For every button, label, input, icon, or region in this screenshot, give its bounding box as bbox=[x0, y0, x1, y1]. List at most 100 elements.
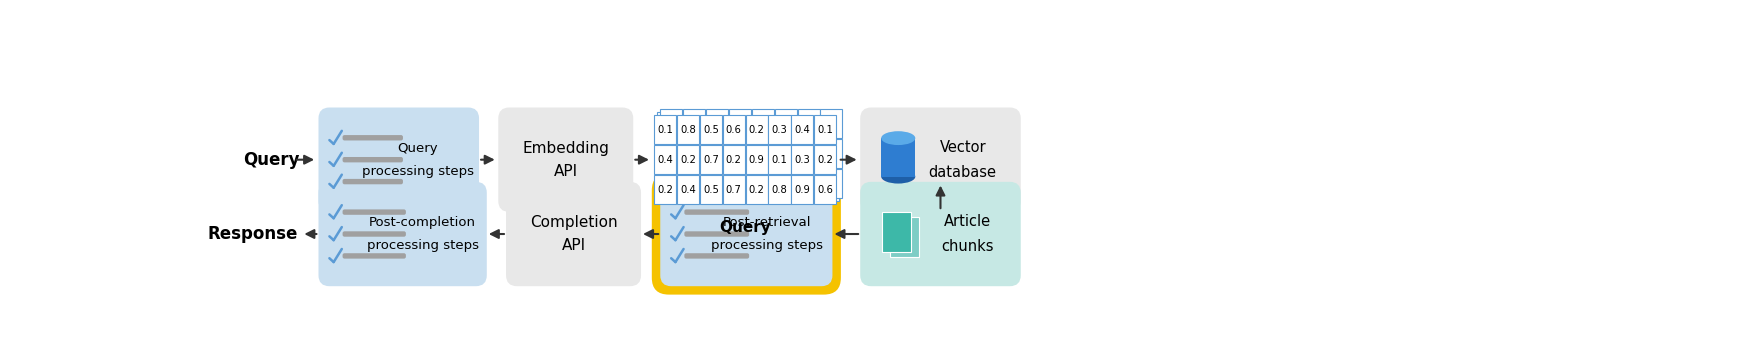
FancyBboxPatch shape bbox=[699, 115, 722, 144]
Text: 0.5: 0.5 bbox=[703, 125, 718, 135]
FancyBboxPatch shape bbox=[752, 169, 773, 198]
FancyBboxPatch shape bbox=[319, 183, 486, 285]
FancyBboxPatch shape bbox=[729, 109, 750, 138]
Text: 0.8: 0.8 bbox=[680, 125, 696, 135]
Text: Article: Article bbox=[944, 214, 991, 229]
FancyBboxPatch shape bbox=[798, 169, 819, 198]
FancyBboxPatch shape bbox=[817, 142, 840, 171]
FancyBboxPatch shape bbox=[798, 109, 819, 138]
Text: processing steps: processing steps bbox=[711, 239, 822, 252]
FancyBboxPatch shape bbox=[706, 169, 727, 198]
Text: Embedding: Embedding bbox=[523, 141, 609, 155]
FancyBboxPatch shape bbox=[660, 183, 831, 285]
Text: Post-retrieval: Post-retrieval bbox=[722, 216, 812, 229]
FancyBboxPatch shape bbox=[791, 175, 814, 204]
FancyBboxPatch shape bbox=[703, 142, 726, 171]
Text: 0.4: 0.4 bbox=[794, 125, 810, 135]
FancyBboxPatch shape bbox=[722, 175, 745, 204]
FancyBboxPatch shape bbox=[821, 109, 842, 138]
FancyBboxPatch shape bbox=[768, 175, 791, 204]
Text: Completion: Completion bbox=[530, 215, 618, 230]
Text: 0.4: 0.4 bbox=[657, 155, 673, 165]
FancyBboxPatch shape bbox=[814, 175, 836, 204]
FancyBboxPatch shape bbox=[652, 173, 842, 294]
Text: Query: Query bbox=[718, 220, 771, 236]
FancyBboxPatch shape bbox=[745, 145, 768, 174]
FancyBboxPatch shape bbox=[653, 175, 676, 204]
FancyBboxPatch shape bbox=[775, 139, 796, 168]
FancyBboxPatch shape bbox=[729, 169, 750, 198]
FancyBboxPatch shape bbox=[861, 183, 1020, 285]
Text: database: database bbox=[928, 165, 997, 179]
Text: 0.9: 0.9 bbox=[794, 185, 810, 195]
FancyBboxPatch shape bbox=[343, 157, 403, 163]
FancyBboxPatch shape bbox=[703, 112, 726, 141]
Text: 0.4: 0.4 bbox=[680, 185, 696, 195]
FancyBboxPatch shape bbox=[683, 109, 704, 138]
FancyBboxPatch shape bbox=[775, 109, 796, 138]
FancyBboxPatch shape bbox=[814, 115, 836, 144]
FancyBboxPatch shape bbox=[814, 145, 836, 174]
FancyBboxPatch shape bbox=[775, 169, 796, 198]
FancyBboxPatch shape bbox=[319, 108, 479, 211]
FancyBboxPatch shape bbox=[726, 112, 748, 141]
FancyBboxPatch shape bbox=[882, 212, 912, 252]
FancyBboxPatch shape bbox=[752, 139, 773, 168]
FancyBboxPatch shape bbox=[660, 109, 683, 138]
FancyBboxPatch shape bbox=[768, 145, 791, 174]
FancyBboxPatch shape bbox=[683, 169, 704, 198]
FancyBboxPatch shape bbox=[768, 115, 791, 144]
FancyBboxPatch shape bbox=[880, 138, 916, 177]
FancyBboxPatch shape bbox=[343, 253, 405, 259]
FancyBboxPatch shape bbox=[676, 115, 699, 144]
FancyBboxPatch shape bbox=[794, 142, 817, 171]
FancyBboxPatch shape bbox=[726, 172, 748, 201]
FancyBboxPatch shape bbox=[498, 108, 632, 211]
FancyBboxPatch shape bbox=[794, 172, 817, 201]
FancyBboxPatch shape bbox=[660, 169, 683, 198]
Text: 0.7: 0.7 bbox=[703, 155, 718, 165]
Text: 0.6: 0.6 bbox=[817, 185, 833, 195]
FancyBboxPatch shape bbox=[685, 231, 748, 237]
FancyBboxPatch shape bbox=[699, 175, 722, 204]
FancyBboxPatch shape bbox=[722, 115, 745, 144]
FancyBboxPatch shape bbox=[676, 175, 699, 204]
FancyBboxPatch shape bbox=[680, 112, 703, 141]
FancyBboxPatch shape bbox=[791, 145, 814, 174]
FancyBboxPatch shape bbox=[699, 145, 722, 174]
FancyBboxPatch shape bbox=[343, 135, 403, 140]
Text: 0.2: 0.2 bbox=[748, 125, 764, 135]
Text: 0.1: 0.1 bbox=[657, 125, 673, 135]
Text: Post-completion: Post-completion bbox=[370, 216, 475, 229]
FancyBboxPatch shape bbox=[889, 217, 919, 257]
FancyBboxPatch shape bbox=[821, 169, 842, 198]
FancyBboxPatch shape bbox=[817, 112, 840, 141]
FancyBboxPatch shape bbox=[685, 210, 748, 215]
FancyBboxPatch shape bbox=[657, 112, 680, 141]
FancyBboxPatch shape bbox=[798, 139, 819, 168]
FancyBboxPatch shape bbox=[343, 179, 403, 184]
FancyBboxPatch shape bbox=[771, 112, 794, 141]
Text: 0.3: 0.3 bbox=[794, 155, 810, 165]
Text: processing steps: processing steps bbox=[366, 239, 479, 252]
Text: 0.9: 0.9 bbox=[748, 155, 764, 165]
FancyBboxPatch shape bbox=[729, 139, 750, 168]
FancyBboxPatch shape bbox=[343, 231, 405, 237]
FancyBboxPatch shape bbox=[683, 139, 704, 168]
FancyBboxPatch shape bbox=[726, 142, 748, 171]
Text: 0.7: 0.7 bbox=[726, 185, 741, 195]
FancyBboxPatch shape bbox=[676, 145, 699, 174]
Text: 0.6: 0.6 bbox=[726, 125, 741, 135]
Text: API: API bbox=[562, 238, 586, 253]
Ellipse shape bbox=[880, 131, 916, 145]
Text: 0.2: 0.2 bbox=[657, 185, 673, 195]
Text: chunks: chunks bbox=[940, 239, 993, 254]
FancyBboxPatch shape bbox=[507, 183, 641, 285]
FancyBboxPatch shape bbox=[794, 112, 817, 141]
FancyBboxPatch shape bbox=[745, 115, 768, 144]
Text: processing steps: processing steps bbox=[361, 165, 474, 178]
Text: Vector: Vector bbox=[939, 140, 986, 155]
Text: Query: Query bbox=[243, 151, 299, 169]
FancyBboxPatch shape bbox=[821, 139, 842, 168]
FancyBboxPatch shape bbox=[748, 142, 771, 171]
